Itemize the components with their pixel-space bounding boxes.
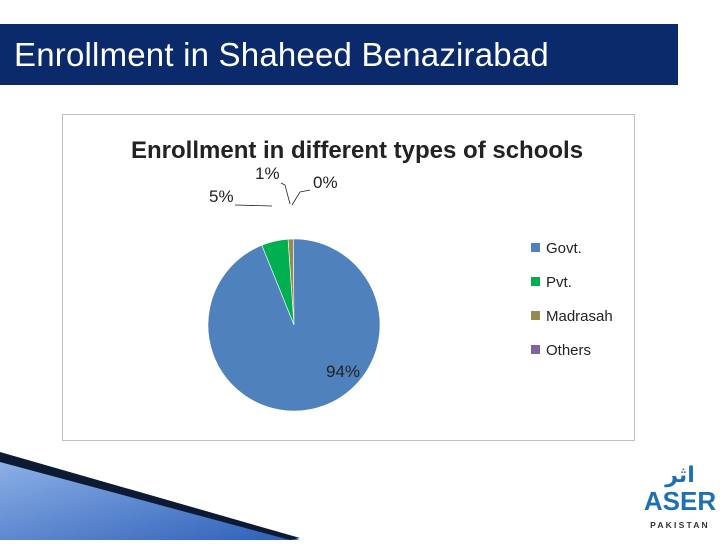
aser-logo: اثر ASER PAKISTAN: [640, 458, 720, 540]
chart-title: Enrollment in different types of schools: [131, 137, 583, 164]
legend-item-madrasah: Madrasah: [546, 308, 613, 325]
leader-line: [280, 182, 291, 205]
legend-swatch: [531, 345, 540, 354]
data-label-madrasah: 1%: [255, 164, 280, 183]
data-label-govt: 94%: [326, 362, 360, 381]
slide-title: Enrollment in Shaheed Benazirabad: [0, 24, 678, 85]
logo-country-text: PAKISTAN: [650, 520, 710, 530]
chart-frame: Enrollment in different types of schools…: [62, 114, 635, 441]
data-label-pvt: 5%: [209, 187, 234, 206]
legend-item-pvt: Pvt.: [546, 274, 572, 291]
legend-swatch: [531, 277, 540, 286]
legend-item-govt: Govt.: [546, 240, 582, 257]
data-label-others: 0%: [313, 173, 338, 192]
pie-chart: Enrollment in different types of schools…: [131, 137, 613, 412]
decorative-swoosh: [0, 452, 300, 540]
legend-swatch: [531, 243, 540, 252]
logo-urdu-text: اثر: [664, 463, 695, 488]
logo-aser-text: ASER: [644, 486, 716, 516]
leader-line: [234, 204, 273, 207]
leader-line: [291, 189, 311, 206]
pie-slice-govt: [207, 238, 381, 412]
legend-item-others: Others: [546, 342, 591, 359]
legend-swatch: [531, 311, 540, 320]
